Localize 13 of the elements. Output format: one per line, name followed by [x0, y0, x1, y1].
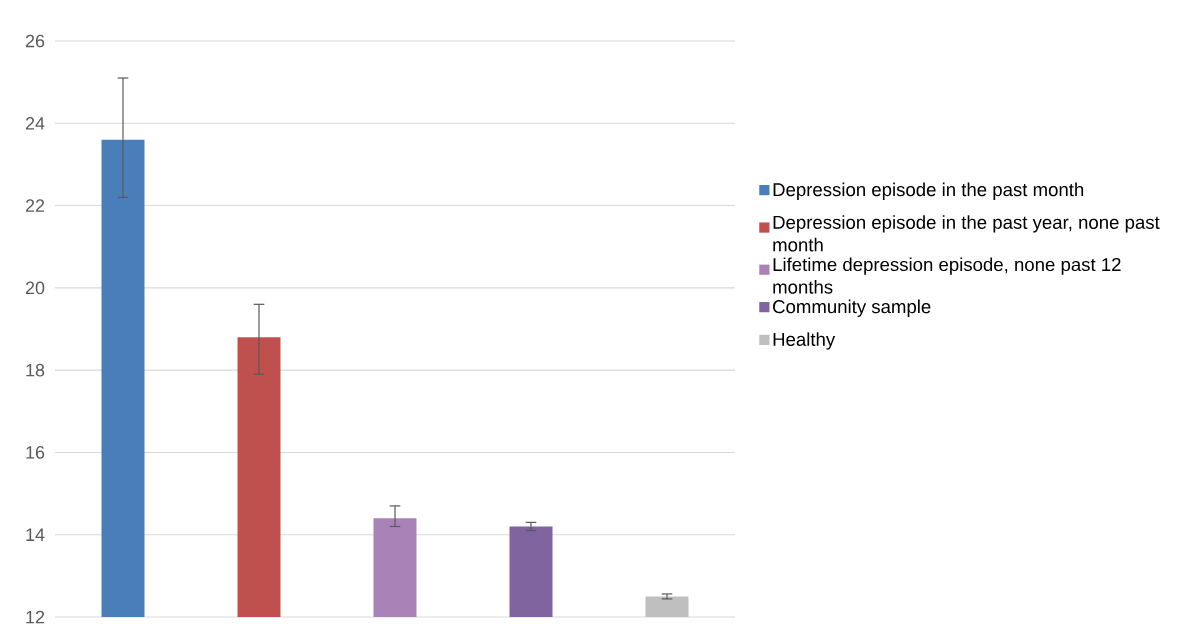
legend-label: Lifetime depression episode, none past 12 months: [773, 257, 1121, 294]
legend-label: Depression episode in the past year, none past month: [773, 215, 1160, 252]
legend-label: Depression episode in the past month: [773, 182, 1084, 200]
y-tick-label: 12: [26, 610, 45, 624]
y-tick-label: 20: [25, 281, 45, 295]
y-tick-label: 24: [25, 117, 45, 130]
y-tick-label: 22: [25, 199, 45, 212]
legend-label: Healthy: [773, 332, 836, 350]
y-tick-label: 26: [25, 34, 45, 48]
y-tick-label: 18: [26, 363, 45, 377]
y-tick-label: 16: [26, 446, 45, 459]
legend-label: Community sample: [773, 299, 931, 317]
y-tick-label: 14: [26, 528, 45, 541]
